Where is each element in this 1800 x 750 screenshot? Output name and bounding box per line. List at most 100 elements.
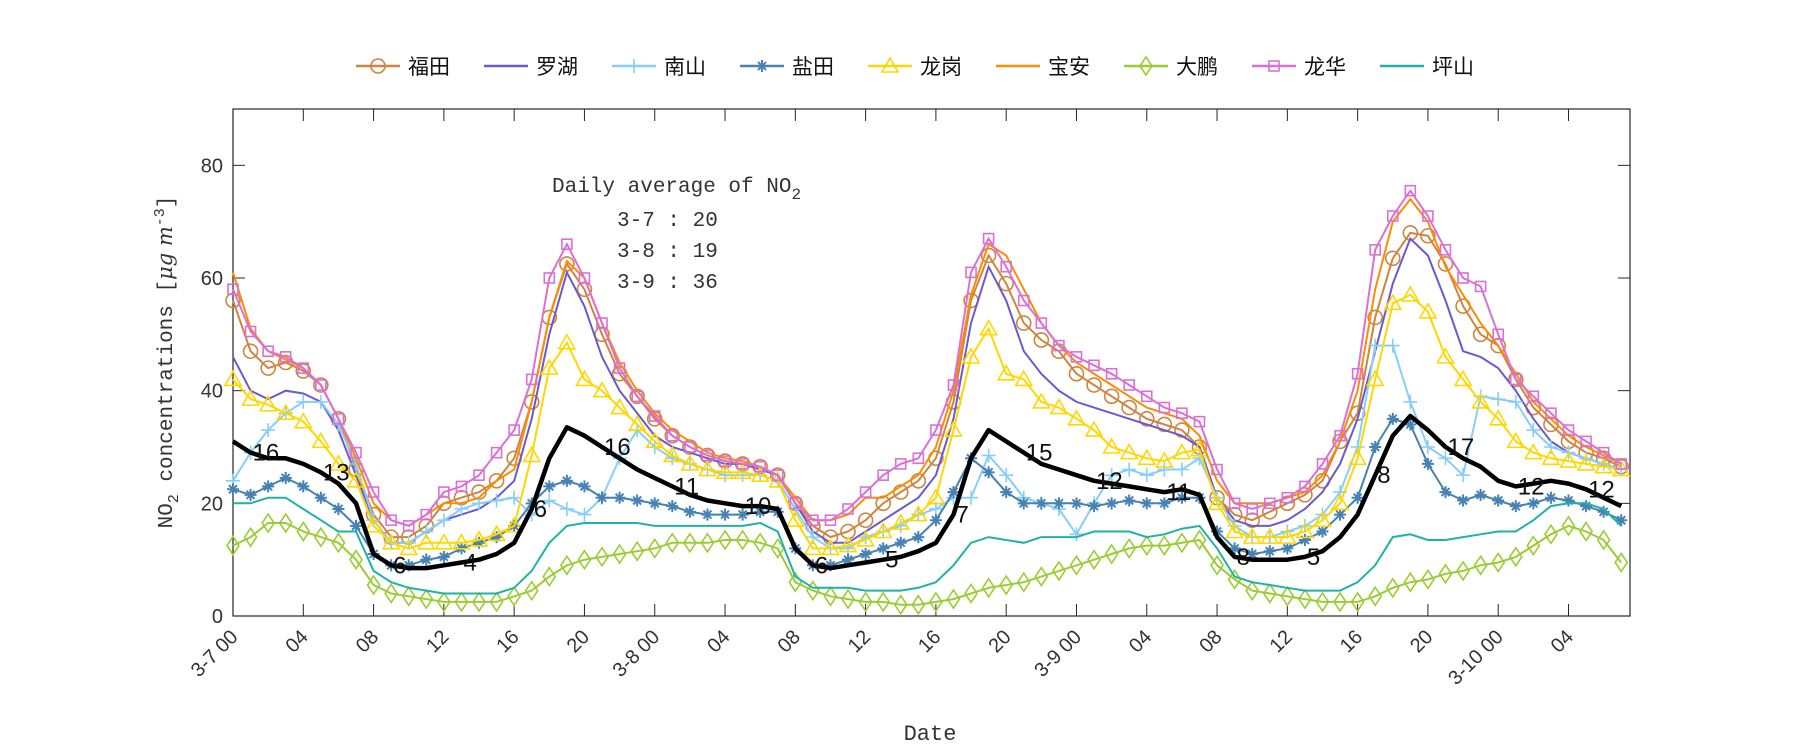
data-point — [1421, 457, 1434, 470]
data-point — [1579, 521, 1594, 542]
series-南山 — [226, 338, 1629, 556]
data-point — [1139, 535, 1154, 557]
data-point — [595, 546, 609, 568]
data-point — [402, 520, 415, 532]
data-point — [1509, 373, 1522, 386]
data-point — [680, 454, 700, 471]
data-point — [1087, 549, 1102, 571]
data-point — [331, 532, 346, 554]
y-tick-label: 20 — [201, 493, 223, 515]
x-tick-label: 3-10 00 — [1444, 626, 1508, 690]
data-point — [998, 275, 1014, 292]
data-point — [1453, 369, 1473, 387]
data-point — [227, 283, 239, 296]
data-point — [930, 424, 942, 436]
data-point — [733, 462, 752, 480]
legend-item: 罗湖 — [484, 55, 578, 79]
data-point — [877, 542, 890, 555]
data-point — [682, 532, 697, 554]
data-point — [1035, 497, 1048, 510]
legend-item: 大鹏 — [1124, 55, 1218, 79]
data-point — [1297, 588, 1312, 610]
data-point — [420, 508, 433, 521]
x-tick-label: 04 — [1547, 626, 1578, 657]
data-point — [1508, 546, 1523, 568]
data-point — [1350, 591, 1365, 613]
data-point — [473, 469, 485, 481]
data-point — [648, 497, 661, 510]
data-point — [1175, 491, 1188, 504]
data-point — [1385, 577, 1400, 599]
data-point — [996, 364, 1016, 381]
legend-label: 龙岗 — [920, 55, 962, 79]
average-point-label: 6 — [534, 496, 547, 523]
data-point — [1386, 412, 1399, 425]
data-point — [454, 591, 469, 613]
data-point — [542, 493, 557, 508]
data-point — [1053, 339, 1065, 352]
data-point — [1158, 497, 1171, 510]
data-point — [1207, 493, 1227, 511]
data-point — [1211, 463, 1223, 476]
series-福田 — [225, 225, 1630, 545]
data-point — [1351, 367, 1364, 380]
series-line — [232, 197, 1622, 527]
data-point — [1000, 260, 1012, 273]
data-point — [929, 514, 942, 527]
data-point — [1139, 468, 1154, 483]
data-point — [1404, 418, 1417, 431]
data-point — [1473, 554, 1488, 576]
series-line — [232, 522, 1622, 606]
data-point — [1541, 448, 1561, 466]
data-point — [785, 510, 805, 528]
data-point — [735, 468, 750, 483]
legend-marker — [880, 56, 900, 73]
data-point — [1488, 409, 1508, 426]
data-point — [1544, 491, 1557, 504]
series-line — [232, 231, 1622, 539]
annotation-box: Daily average of NO2 3-7 : 20 3-8 : 19 3… — [552, 176, 801, 295]
data-point — [1315, 591, 1330, 613]
data-point — [295, 363, 312, 379]
data-point — [1193, 415, 1206, 428]
annotation-title: Daily average of NO2 — [552, 176, 801, 204]
data-point — [665, 532, 680, 554]
data-point — [1597, 505, 1610, 518]
data-point — [630, 540, 645, 562]
data-point — [241, 389, 260, 406]
average-point-labels: 16 13 6 4 6 16 11 10 6 5 7 15 12 11 8 5 8 17 12 12 — [253, 434, 1615, 579]
x-tick-label: 12 — [422, 626, 453, 657]
data-point — [1017, 294, 1030, 307]
data-point — [859, 486, 872, 498]
series-龙岗 — [223, 285, 1631, 556]
data-point — [1017, 497, 1030, 510]
data-point — [1350, 440, 1365, 454]
data-point — [965, 266, 977, 279]
data-point — [1104, 543, 1119, 565]
data-point — [1404, 184, 1417, 197]
average-point-label: 4 — [463, 549, 476, 576]
data-point — [1246, 503, 1258, 515]
data-point — [1559, 451, 1578, 468]
data-point — [981, 577, 996, 599]
data-point — [911, 594, 926, 616]
x-tick-label: 12 — [844, 626, 875, 657]
y-tick-label: 40 — [201, 381, 223, 403]
data-point — [332, 502, 345, 515]
data-point — [1192, 529, 1207, 551]
data-point — [1279, 495, 1296, 512]
data-point — [315, 379, 327, 391]
data-point — [416, 533, 436, 550]
data-point — [1088, 359, 1100, 372]
data-point — [227, 483, 239, 496]
data-point — [559, 501, 574, 516]
legend-label: 南山 — [664, 55, 706, 79]
series-line — [232, 236, 1622, 544]
x-tick-label: 3-8 00 — [609, 626, 665, 682]
data-point — [381, 533, 401, 550]
data-point — [1492, 328, 1505, 341]
data-point — [894, 536, 907, 549]
data-point — [508, 424, 520, 436]
series-坪山 — [233, 496, 1622, 595]
data-point — [223, 369, 243, 387]
